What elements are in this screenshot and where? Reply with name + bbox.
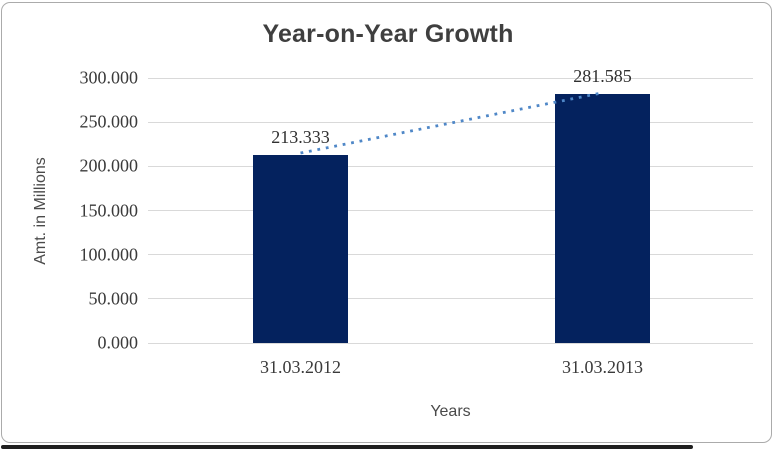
gridline <box>148 165 753 167</box>
y-tick-label: 100.000 <box>79 244 139 265</box>
data-labels: 213.333 281.585 <box>148 66 753 343</box>
image-shadow <box>1 445 693 449</box>
y-tick-label: 300.000 <box>79 67 139 88</box>
y-tick-label: 50.000 <box>88 288 139 309</box>
y-tick-label: 250.000 <box>79 111 139 132</box>
y-tick-label: 200.000 <box>79 155 139 176</box>
gridline <box>148 254 753 256</box>
y-tick-label: 150.000 <box>79 200 139 220</box>
bar-data-label: 281.585 <box>573 66 632 87</box>
gridline <box>148 77 753 79</box>
x-tick-labels: 31.03.2012 31.03.2013 <box>148 357 753 381</box>
gridline <box>148 342 753 344</box>
y-tick-label: 0.000 <box>97 332 139 353</box>
x-tick-label: 31.03.2012 <box>260 357 341 377</box>
plot-area: 213.333 281.585 <box>148 66 753 344</box>
x-tick-label: 31.03.2013 <box>562 357 643 377</box>
gridline <box>148 298 753 300</box>
bar-data-label: 213.333 <box>271 126 330 147</box>
gridline <box>148 210 753 211</box>
x-axis-title: Years <box>430 403 471 420</box>
bar-31.03.2012 <box>253 154 348 343</box>
chart-title: Year-on-Year Growth <box>262 20 514 48</box>
y-tick-labels: 0.000 50.000 100.000 150.000 200.000 250.000 3… <box>40 68 139 353</box>
